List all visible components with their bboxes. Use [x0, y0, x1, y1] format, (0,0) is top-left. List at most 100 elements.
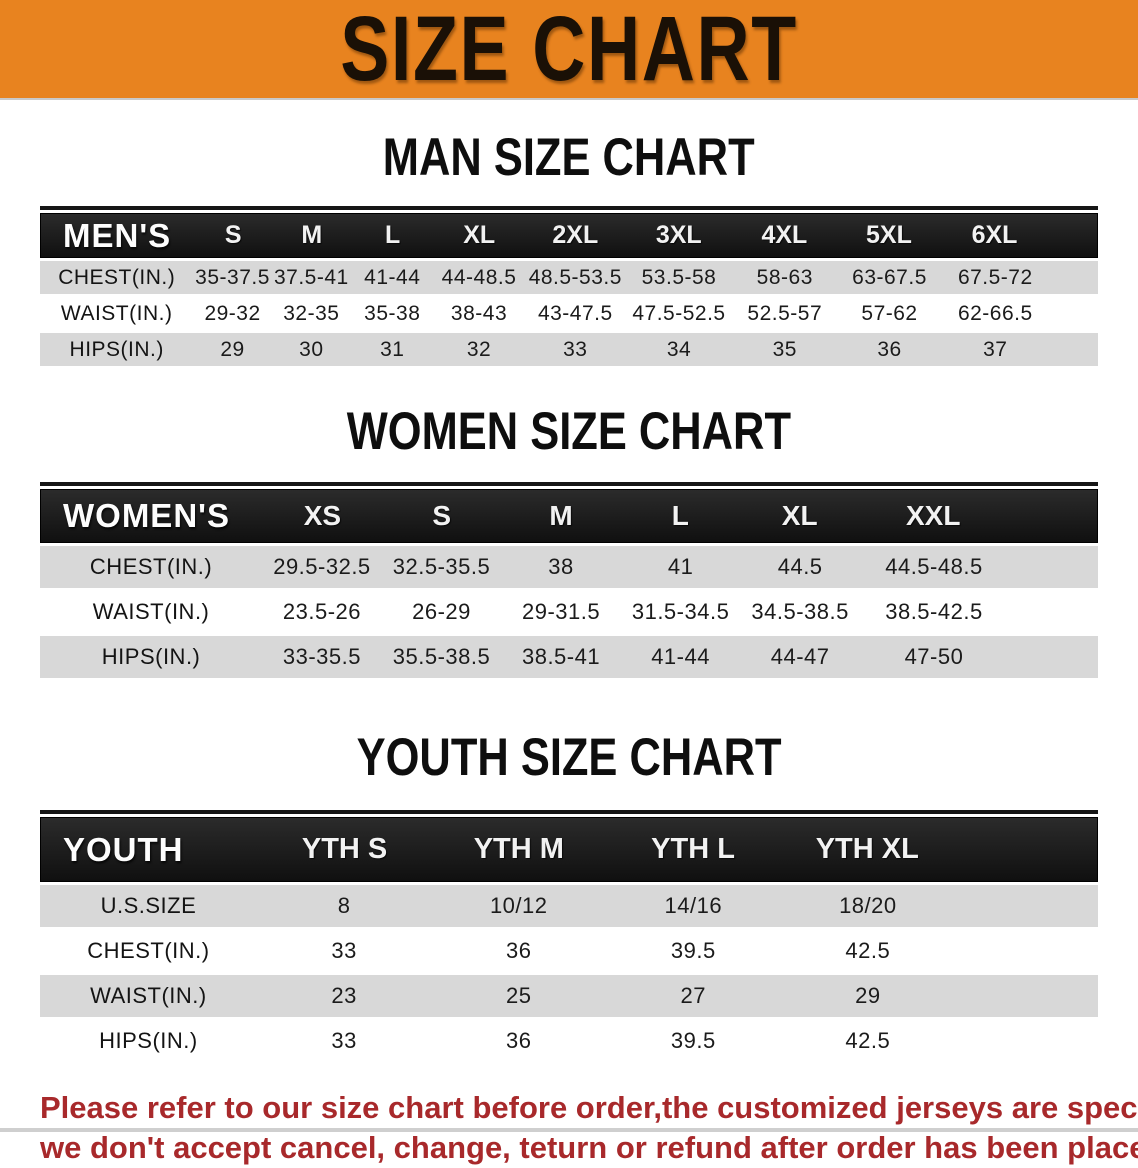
men-row-label: CHEST(IN.)	[58, 265, 176, 289]
men-size-value: 58-63	[756, 265, 813, 289]
men-size-value: 37	[983, 337, 1008, 361]
women-row-label: WAIST(IN.)	[92, 599, 210, 624]
women-size-value: 32.5-35.5	[392, 554, 491, 579]
men-size-value: 29-32	[204, 301, 261, 325]
men-size-value: 44-48.5	[441, 265, 517, 289]
youth-section-heading: YOUTH SIZE CHART	[0, 731, 1138, 784]
youth-row-label: WAIST(IN.)	[90, 983, 207, 1008]
women-size-value: 33-35.5	[282, 644, 361, 669]
men-table-row: CHEST(IN.) 35-37.5 37.5-41 41-44 44-48.5 48.5…	[40, 261, 1098, 294]
men-size-column-header: S	[224, 221, 242, 249]
men-size-value: 47.5-52.5	[632, 301, 726, 325]
youth-row-label: HIPS(IN.)	[99, 1028, 198, 1053]
mens-size-table: MEN'S S M L XL 2XL 3XL 4XL 5XL 6XL CHEST(IN.) 35-37…	[40, 206, 1098, 366]
women-table-header-label: WOMEN'S	[63, 497, 231, 534]
men-size-value: 30	[299, 337, 324, 361]
men-size-value: 52.5-57	[747, 301, 823, 325]
youth-size-column-header: YTH S	[301, 833, 388, 865]
men-size-value: 38-43	[450, 301, 508, 325]
women-size-value: 41	[667, 554, 694, 579]
youth-size-column-header: YTH M	[473, 833, 564, 865]
disclaimer-line-2: we don't accept cancel, change, teturn o…	[40, 1130, 1138, 1165]
men-size-column-header: L	[384, 221, 401, 249]
youth-size-value: 39.5	[670, 938, 716, 963]
youth-size-value: 23	[331, 983, 357, 1008]
men-table-topline	[40, 206, 1098, 210]
men-size-value: 48.5-53.5	[528, 265, 622, 289]
women-table-header-row: WOMEN'S XS S M L XL XXL	[40, 489, 1098, 543]
men-size-value: 29	[220, 337, 245, 361]
women-size-value: 34.5-38.5	[751, 599, 849, 624]
men-size-value: 43-47.5	[537, 301, 613, 325]
women-size-value: 26-29	[412, 599, 471, 624]
men-table-row: WAIST(IN.) 29-32 32-35 35-38 38-43 43-47.5 47.…	[40, 297, 1098, 330]
banner-title: SIZE CHART	[340, 0, 798, 100]
women-size-column-header: XS	[303, 500, 342, 531]
men-size-value: 35-37.5	[195, 265, 270, 289]
women-size-value: 29.5-32.5	[273, 554, 371, 579]
men-size-column-header: 3XL	[655, 221, 702, 249]
youth-section-heading-text: YOUTH SIZE CHART	[356, 728, 782, 787]
men-size-column-header: XL	[463, 221, 496, 249]
youth-table-topline	[40, 810, 1098, 814]
youth-table-row: HIPS(IN.) 33 36 39.5 42.5	[40, 1020, 1098, 1062]
men-row-label: WAIST(IN.)	[60, 301, 173, 325]
women-row-label: HIPS(IN.)	[101, 644, 201, 669]
men-size-value: 57-62	[861, 301, 918, 325]
youth-size-value: 33	[331, 938, 357, 963]
women-table-topline	[40, 482, 1098, 486]
women-size-value: 38.5-42.5	[885, 599, 983, 624]
disclaimer-line-1: Please refer to our size chart before or…	[40, 1090, 1138, 1125]
women-size-value: 44.5-48.5	[885, 554, 983, 579]
youth-size-value: 8	[337, 893, 351, 918]
youth-table-header-row: YOUTH YTH S YTH M YTH L YTH XL	[40, 817, 1098, 882]
women-size-value: 44-47	[770, 644, 830, 669]
bottom-edge-strip	[0, 1128, 1138, 1132]
men-size-column-header: 5XL	[865, 221, 912, 249]
women-size-value: 35.5-38.5	[392, 644, 491, 669]
men-size-value: 67.5-72	[957, 265, 1033, 289]
youth-size-value: 25	[505, 983, 532, 1008]
women-size-value: 44.5	[777, 554, 823, 579]
men-size-column-header: 4XL	[761, 221, 808, 249]
men-size-value: 32	[466, 337, 492, 361]
men-size-column-header: 2XL	[552, 221, 599, 249]
youth-table-row: WAIST(IN.) 23 25 27 29	[40, 975, 1098, 1017]
men-size-value: 31	[380, 337, 405, 361]
man-section-heading: MAN SIZE CHART	[0, 131, 1138, 184]
women-table-row: CHEST(IN.) 29.5-32.5 32.5-35.5 38 41 44.5 44.5…	[40, 546, 1098, 588]
men-size-value: 36	[877, 337, 902, 361]
women-table-row: HIPS(IN.) 33-35.5 35.5-38.5 38.5-41 41-44 44-…	[40, 636, 1098, 678]
men-size-value: 62-66.5	[957, 301, 1033, 325]
men-size-value: 33	[563, 337, 588, 361]
women-size-value: 23.5-26	[282, 599, 361, 624]
men-size-value: 34	[666, 337, 692, 361]
men-size-value: 35	[772, 337, 797, 361]
man-section-heading-text: MAN SIZE CHART	[383, 128, 755, 187]
women-size-column-header: L	[671, 500, 689, 531]
youth-size-column-header: YTH L	[651, 833, 735, 865]
youth-size-value: 29	[855, 983, 881, 1008]
youth-size-value: 14/16	[664, 893, 723, 918]
youth-size-value: 10/12	[489, 893, 548, 918]
youth-size-value: 42.5	[845, 1028, 891, 1053]
men-table-header-label: MEN'S	[63, 216, 172, 254]
women-size-value: 38.5-41	[521, 644, 601, 669]
youth-table-row: U.S.SIZE 8 10/12 14/16 18/20	[40, 885, 1098, 927]
banner: SIZE CHART	[0, 0, 1138, 100]
men-size-value: 53.5-58	[641, 265, 717, 289]
women-size-value: 47-50	[904, 644, 964, 669]
youth-size-column-header: YTH XL	[815, 833, 919, 865]
youth-table-header-label: YOUTH	[63, 830, 184, 868]
women-size-column-header: XL	[781, 500, 818, 531]
men-size-column-header: M	[301, 221, 323, 249]
men-size-value: 41-44	[364, 265, 421, 289]
womens-size-table: WOMEN'S XS S M L XL XXL CHEST(IN.) 29.5-32.5 32.5…	[40, 482, 1098, 678]
women-size-value: 31.5-34.5	[631, 599, 730, 624]
youth-row-label: CHEST(IN.)	[87, 938, 210, 963]
women-table-row: WAIST(IN.) 23.5-26 26-29 29-31.5 31.5-34.5 34…	[40, 591, 1098, 633]
men-size-value: 35-38	[364, 301, 421, 325]
youth-table-row: CHEST(IN.) 33 36 39.5 42.5	[40, 930, 1098, 972]
men-table-row: HIPS(IN.) 29 30 31 32 33 34 35 36 37	[40, 333, 1098, 366]
